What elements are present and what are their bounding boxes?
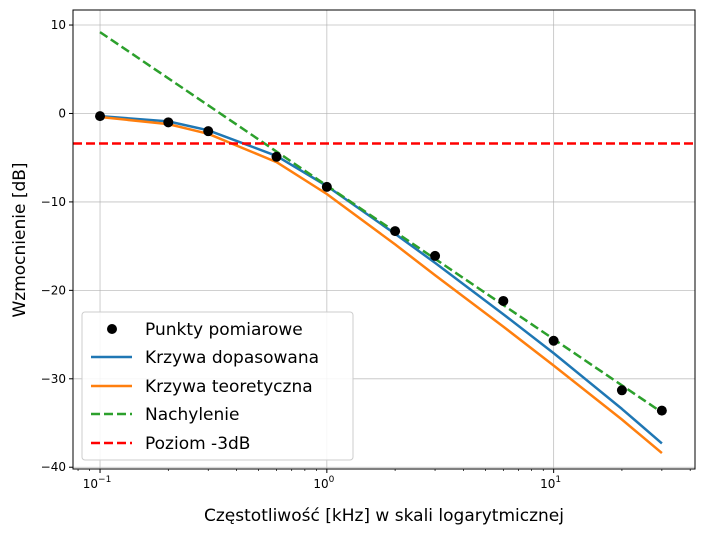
legend-frame bbox=[81, 311, 354, 461]
x-axis-title: Częstotliwość [kHz] w skali logarytmiczn… bbox=[204, 506, 564, 526]
y-tick-label: 10 bbox=[51, 18, 66, 32]
legend: Punkty pomiarowe Krzywa dopasowana Krzyw… bbox=[81, 311, 354, 461]
y-tick-label: 0 bbox=[58, 106, 66, 120]
data-point bbox=[321, 181, 332, 192]
data-point bbox=[203, 126, 214, 137]
y-tick-label: −10 bbox=[41, 195, 66, 209]
legend-entry-3db: Poziom -3dB bbox=[91, 434, 250, 454]
x-tick-label: 101 bbox=[540, 475, 561, 491]
x-tick-label-exponent: 0 bbox=[329, 475, 335, 485]
legend-entry-theoretical: Krzywa teoretyczna bbox=[91, 377, 313, 397]
data-point bbox=[548, 335, 559, 346]
data-point bbox=[163, 117, 174, 128]
legend-entry-fitted: Krzywa dopasowana bbox=[91, 348, 319, 368]
x-tick-label: 10−1 bbox=[83, 475, 112, 491]
data-point bbox=[430, 250, 441, 261]
x-tick-label-exponent: 1 bbox=[555, 475, 561, 485]
data-point bbox=[271, 151, 282, 162]
data-point bbox=[390, 226, 401, 237]
series-layer bbox=[73, 31, 695, 455]
y-tick-label: −20 bbox=[41, 283, 66, 297]
legend-label-theoretical: Krzywa teoretyczna bbox=[145, 377, 313, 397]
data-point bbox=[498, 295, 509, 306]
legend-label-fitted: Krzywa dopasowana bbox=[145, 348, 319, 368]
y-tick-label: −40 bbox=[41, 460, 66, 474]
data-point bbox=[616, 385, 627, 396]
data-point bbox=[95, 111, 106, 122]
legend-entry-slope: Nachylenie bbox=[91, 405, 239, 425]
data-point bbox=[656, 405, 667, 416]
legend-label-slope: Nachylenie bbox=[145, 405, 239, 425]
y-axis-title: Wzmocnienie [dB] bbox=[10, 162, 30, 317]
legend-entry-points: Punkty pomiarowe bbox=[107, 320, 303, 340]
y-tick-label: −30 bbox=[41, 372, 66, 386]
legend-label-points: Punkty pomiarowe bbox=[145, 320, 303, 340]
series-line-slope bbox=[99, 31, 663, 414]
plot-frame bbox=[72, 9, 696, 470]
x-tick-label: 100 bbox=[313, 475, 334, 491]
legend-label-3db: Poziom -3dB bbox=[145, 434, 250, 454]
x-tick-label-exponent: −1 bbox=[98, 475, 111, 485]
series-line-theoretical bbox=[99, 115, 663, 455]
legend-marker-points bbox=[107, 324, 117, 334]
